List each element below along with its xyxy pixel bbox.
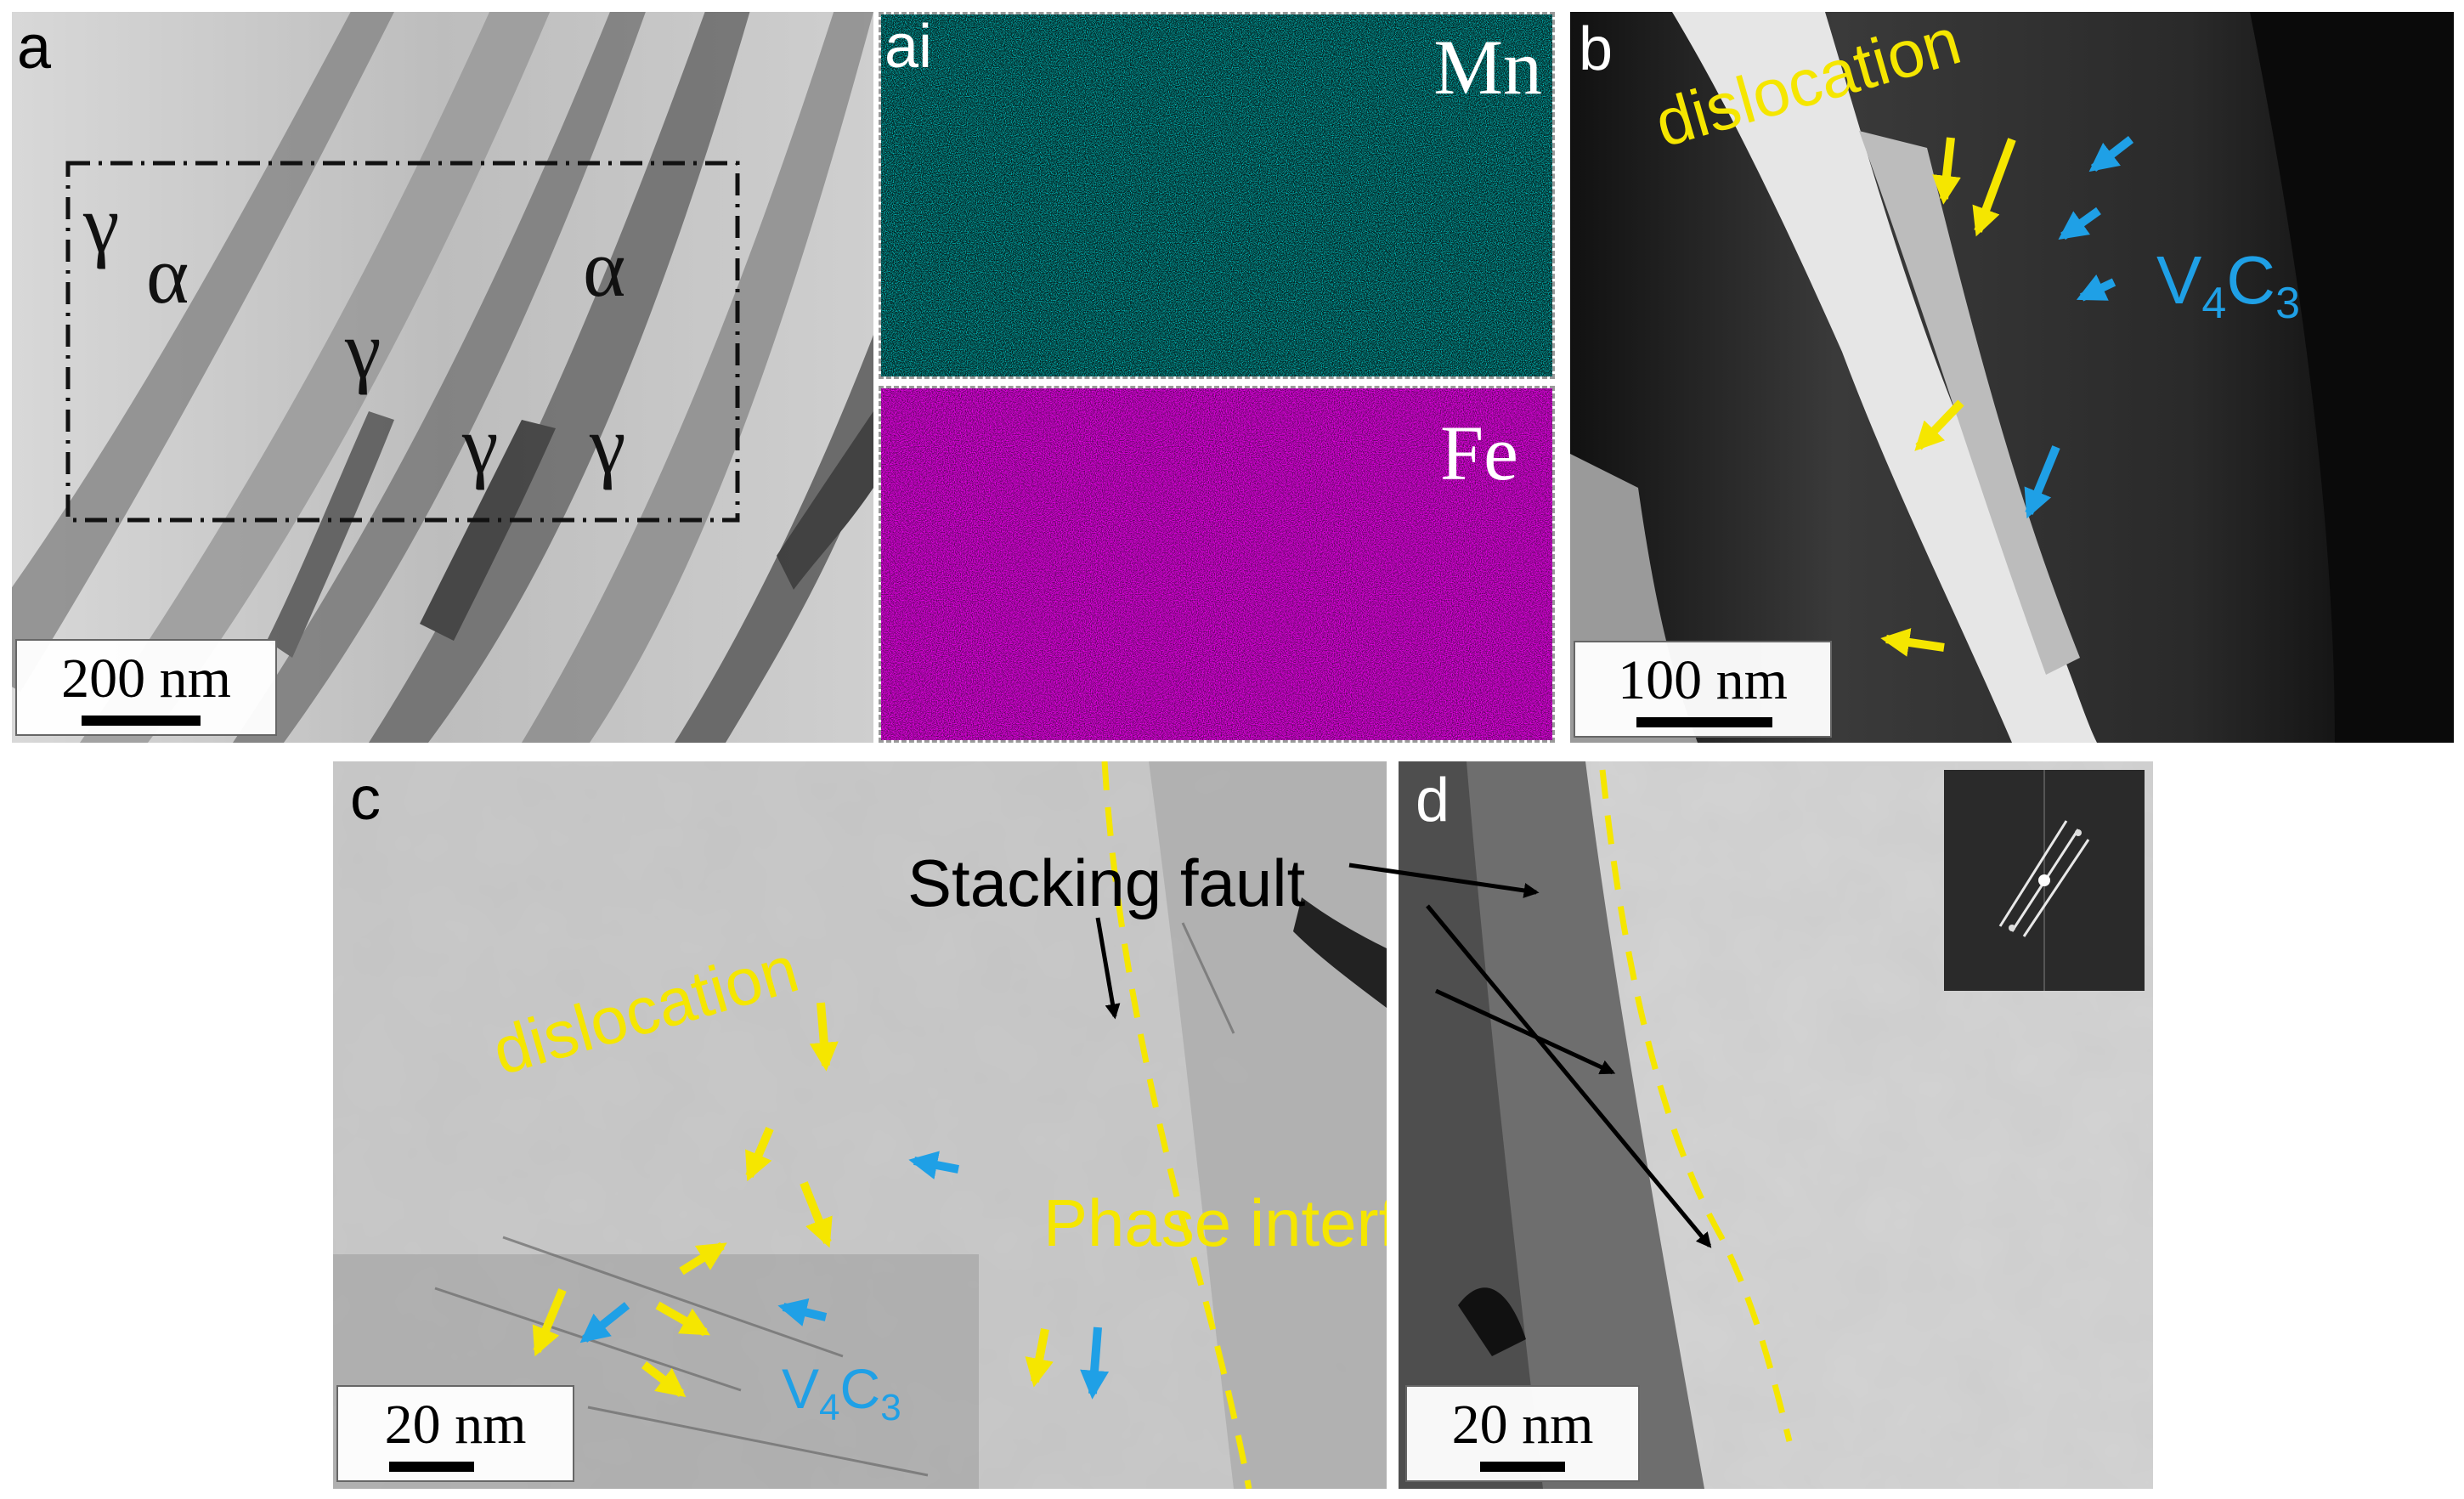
phase-interface-label: Phase interface (1043, 1185, 1387, 1260)
precipitate-label-c: V4C3 (782, 1357, 901, 1429)
phase-label-gamma: γ (345, 304, 381, 395)
eds-map-fe (881, 388, 1552, 740)
tem-image-d (1399, 761, 2153, 1489)
phase-label-gamma: γ (462, 399, 499, 490)
scale-bar-label: 20 nm (1451, 1394, 1594, 1456)
phase-interface-line (1599, 769, 1793, 1442)
tem-image-c (333, 761, 1387, 1489)
phase-label-gamma: γ (590, 399, 626, 490)
eds-map-mn (881, 14, 1552, 376)
panel-a-letter: a (17, 14, 52, 82)
stacking-fault-label: Stacking fault (907, 846, 1306, 920)
scale-bar-d: 20 nm (1405, 1385, 1640, 1482)
tem-image-b (1570, 12, 2454, 743)
scale-bar-label: 200 nm (61, 648, 231, 710)
element-label-fe: Fe (1440, 410, 1518, 496)
panel-d-letter: d (1416, 766, 1450, 834)
panel-a: a γ α γ α γ γ 200 nm (12, 12, 873, 743)
arrows-b (1880, 136, 2134, 657)
scale-bar-c: 20 nm (336, 1385, 574, 1482)
tem-image-a (12, 12, 873, 743)
panel-b-letter: b (1579, 15, 1613, 83)
phase-label-alpha: α (146, 229, 189, 320)
scale-bar-a: 200 nm (15, 639, 277, 736)
scale-bar-b: 100 nm (1574, 641, 1832, 738)
panel-ai-fe: Fe (879, 386, 1555, 743)
phase-label-gamma: γ (83, 178, 120, 269)
panel-b: b dislocation V4C3 100 nm (1570, 12, 2454, 743)
scale-bar-label: 100 nm (1618, 649, 1788, 711)
panel-ai-mn: ai Mn (879, 12, 1555, 379)
phase-label-alpha: α (583, 223, 626, 314)
element-label-mn: Mn (1433, 24, 1542, 110)
panel-ai-letter: ai (884, 13, 933, 81)
panel-d: d 20 nm (1399, 761, 2153, 1489)
arrows-d (1599, 769, 1793, 1442)
arrows-c (532, 761, 1252, 1489)
panel-c-letter: c (350, 765, 381, 833)
scale-bar-label: 20 nm (384, 1394, 527, 1456)
phase-interface-line (1101, 761, 1252, 1489)
panel-c: c Stacking fault dislocation Phase inter… (333, 761, 1387, 1489)
precipitate-label-b: V4C3 (2156, 242, 2300, 328)
